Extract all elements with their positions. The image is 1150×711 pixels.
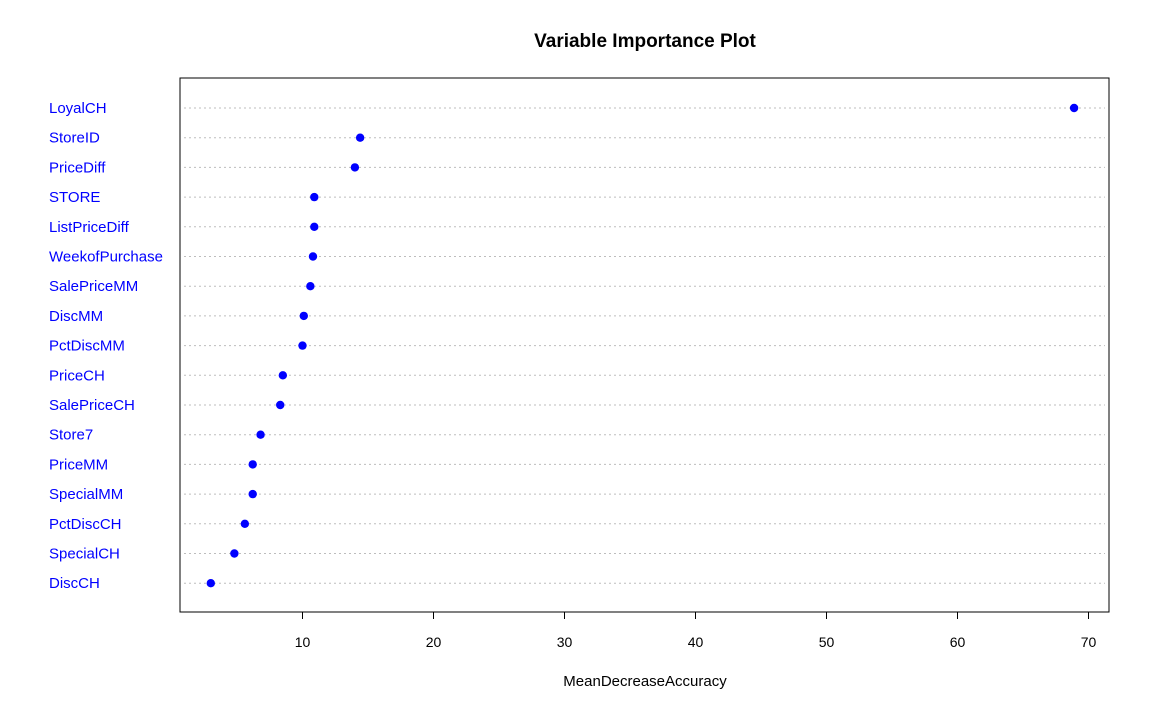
row-label: SpecialCH	[49, 546, 120, 563]
row-label: DiscMM	[49, 308, 103, 325]
row-label: SalePriceCH	[49, 397, 135, 414]
row-label: WeekofPurchase	[49, 249, 163, 266]
x-tick-label: 20	[426, 634, 442, 650]
data-point	[299, 311, 309, 321]
data-point	[248, 489, 257, 499]
row-label: PriceDiff	[49, 159, 106, 176]
data-point	[310, 192, 319, 202]
x-axis-label: MeanDecreaseAccuracy	[563, 673, 727, 690]
data-point	[308, 252, 318, 261]
row-label: StoreID	[49, 130, 100, 147]
data-point	[240, 519, 250, 528]
data-points	[206, 103, 1079, 588]
data-point	[310, 222, 319, 231]
row-label: PctDiscMM	[49, 338, 125, 355]
chart-title: Variable Importance Plot	[534, 31, 756, 52]
row-label: PriceMM	[49, 456, 108, 473]
data-point	[298, 341, 307, 350]
row-label: ListPriceDiff	[49, 219, 130, 236]
x-axis: 10 20 30 40 50 60 70	[295, 611, 1097, 650]
x-tick-label: 30	[557, 634, 573, 650]
x-tick-label: 70	[1081, 634, 1097, 650]
row-label: PriceCH	[49, 367, 105, 384]
row-label: STORE	[49, 189, 100, 206]
row-label: SalePriceMM	[49, 278, 138, 295]
x-tick-label: 40	[688, 634, 704, 650]
x-tick-label: 50	[819, 634, 835, 650]
row-label: PctDiscCH	[49, 516, 122, 533]
data-point	[256, 430, 265, 439]
x-tick-label: 10	[295, 634, 311, 650]
data-point	[206, 579, 215, 588]
data-point	[278, 371, 288, 380]
data-point	[1069, 103, 1079, 113]
data-point	[355, 133, 365, 142]
data-point	[350, 163, 360, 172]
x-tick-label: 60	[950, 634, 966, 650]
data-point	[276, 400, 285, 410]
data-point	[306, 282, 315, 291]
row-label: DiscCH	[49, 575, 100, 592]
row-label: SpecialMM	[49, 486, 123, 503]
data-point	[248, 460, 257, 469]
plot-frame	[179, 77, 1110, 613]
data-point	[230, 549, 239, 558]
row-labels: LoyalCH StoreID PriceDiff STORE ListPriceDif…	[49, 100, 163, 592]
gridlines	[184, 107, 1105, 584]
row-label: Store7	[49, 427, 93, 444]
row-label: LoyalCH	[49, 100, 107, 117]
